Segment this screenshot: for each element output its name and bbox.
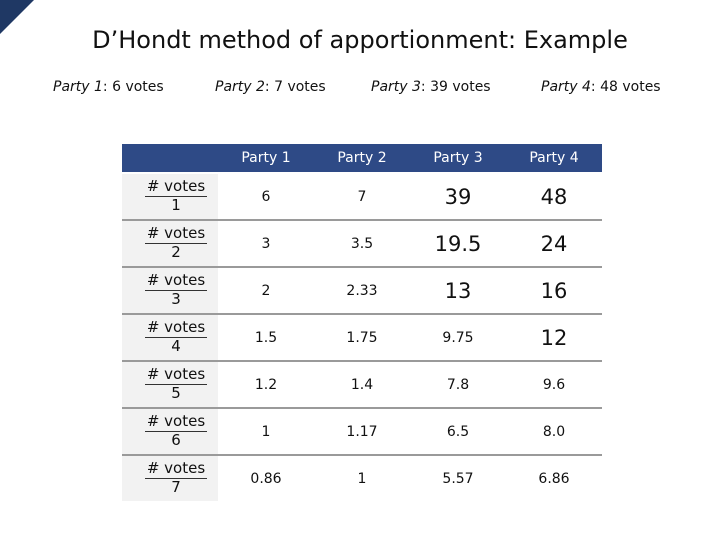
table-cell: 1.17 (314, 408, 410, 456)
corner-accent (0, 0, 34, 34)
column-header: Party 3 (410, 144, 506, 174)
row-header: # votes 6 (122, 408, 218, 456)
table-cell: 1.2 (218, 361, 314, 409)
table-cell: 1.75 (314, 314, 410, 362)
table-cell: 1 (218, 408, 314, 456)
table-cell: 1.5 (218, 314, 314, 362)
slide-title: D’Hondt method of apportionment: Example (92, 26, 628, 54)
row-header: # votes 4 (122, 314, 218, 362)
table-cell-highlighted: 12 (506, 314, 602, 362)
row-header: # votes 2 (122, 220, 218, 268)
row-numerator: # votes (144, 318, 208, 338)
party-1-vote-label: Party 1: 6 votes (53, 79, 164, 95)
table-cell: 1 (314, 455, 410, 501)
table-row: # votes 7 0.86 1 5.57 6.86 (122, 455, 602, 501)
table-cell-highlighted: 19.5 (410, 220, 506, 268)
party-4-name: Party 4 (541, 79, 591, 95)
row-divisor: 7 (171, 477, 181, 496)
table-cell-highlighted: 24 (506, 220, 602, 268)
party-4-vote-label: Party 4: 48 votes (541, 79, 661, 95)
column-header: Party 1 (218, 144, 314, 174)
table-header-row: Party 1 Party 2 Party 3 Party 4 (122, 144, 602, 174)
column-header: Party 4 (506, 144, 602, 174)
header-corner-cell (122, 144, 218, 174)
table-cell: 9.75 (410, 314, 506, 362)
party-1-name: Party 1 (53, 79, 103, 95)
table-cell: 8.0 (506, 408, 602, 456)
party-4-votes: : 48 votes (590, 79, 661, 95)
row-header: # votes 5 (122, 361, 218, 409)
party-3-votes: : 39 votes (420, 79, 491, 95)
row-divisor: 5 (171, 383, 181, 402)
party-2-name: Party 2 (215, 79, 265, 95)
table-cell-highlighted: 39 (410, 173, 506, 221)
table-cell-highlighted: 48 (506, 173, 602, 221)
party-2-votes: : 7 votes (264, 79, 326, 95)
row-divisor: 4 (171, 336, 181, 355)
row-divisor: 3 (171, 289, 181, 308)
row-numerator: # votes (144, 365, 208, 385)
table-row: # votes 3 2 2.33 13 16 (122, 267, 602, 315)
row-divisor: 1 (171, 195, 181, 214)
row-numerator: # votes (144, 459, 208, 479)
table-cell: 3.5 (314, 220, 410, 268)
table-row: # votes 5 1.2 1.4 7.8 9.6 (122, 361, 602, 409)
table-row: # votes 1 6 7 39 48 (122, 173, 602, 221)
table-cell: 6 (218, 173, 314, 221)
party-3-name: Party 3 (371, 79, 421, 95)
table-cell: 7 (314, 173, 410, 221)
table-row: # votes 4 1.5 1.75 9.75 12 (122, 314, 602, 362)
table-row: # votes 2 3 3.5 19.5 24 (122, 220, 602, 268)
dhondt-table: Party 1 Party 2 Party 3 Party 4 # votes 1… (122, 144, 602, 501)
table-row: # votes 6 1 1.17 6.5 8.0 (122, 408, 602, 456)
table-cell: 1.4 (314, 361, 410, 409)
party-2-vote-label: Party 2: 7 votes (215, 79, 326, 95)
row-numerator: # votes (144, 271, 208, 291)
row-numerator: # votes (144, 412, 208, 432)
table-cell-highlighted: 13 (410, 267, 506, 315)
party-3-vote-label: Party 3: 39 votes (371, 79, 491, 95)
table-cell: 5.57 (410, 455, 506, 501)
table-cell: 6.5 (410, 408, 506, 456)
table-cell: 7.8 (410, 361, 506, 409)
table-cell-highlighted: 16 (506, 267, 602, 315)
table-cell: 0.86 (218, 455, 314, 501)
row-header: # votes 7 (122, 455, 218, 501)
row-numerator: # votes (144, 224, 208, 244)
table-cell: 9.6 (506, 361, 602, 409)
table-cell: 6.86 (506, 455, 602, 501)
row-header: # votes 3 (122, 267, 218, 315)
row-header: # votes 1 (122, 173, 218, 221)
table-cell: 2.33 (314, 267, 410, 315)
row-numerator: # votes (144, 177, 208, 197)
row-divisor: 2 (171, 242, 181, 261)
column-header: Party 2 (314, 144, 410, 174)
table-cell: 3 (218, 220, 314, 268)
table-cell: 2 (218, 267, 314, 315)
party-1-votes: : 6 votes (102, 79, 164, 95)
row-divisor: 6 (171, 430, 181, 449)
